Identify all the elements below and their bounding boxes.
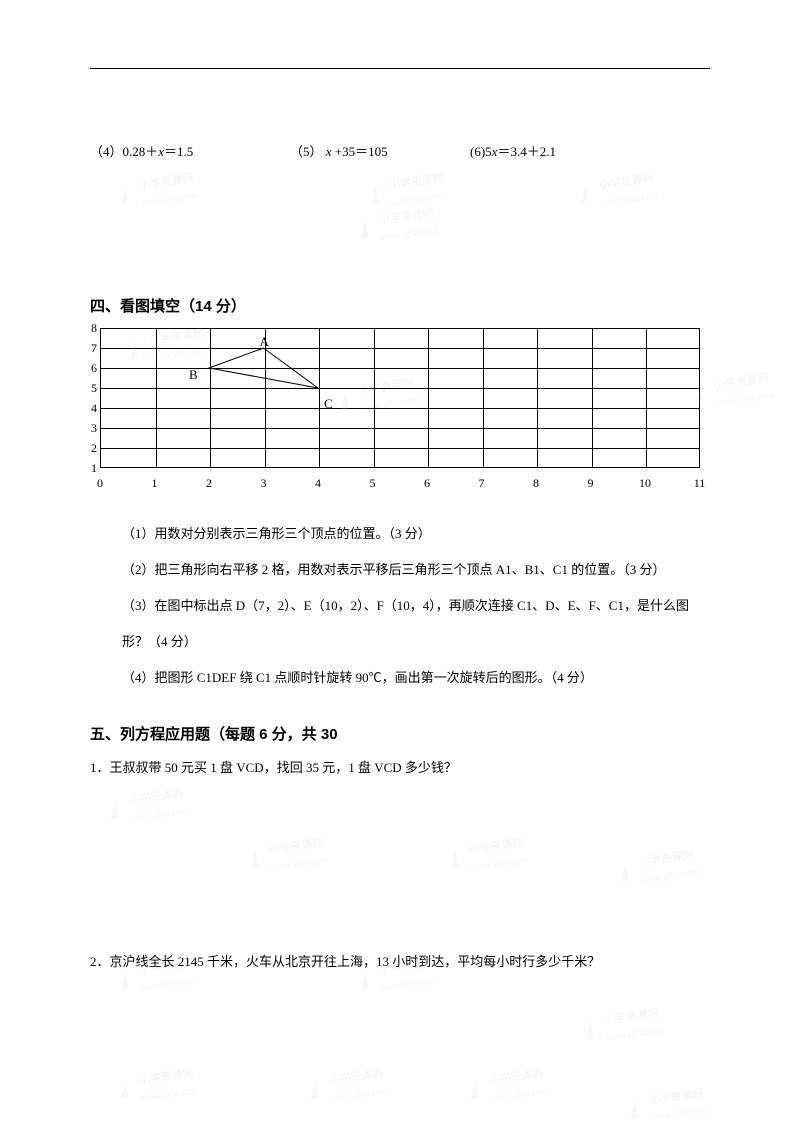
watermark: 小学资源网www.xj5u.com	[108, 169, 199, 215]
equation-4: （4）0.28＋x＝1.5	[90, 140, 290, 163]
s4-q3b: 形？（4 分）	[122, 629, 710, 655]
y-label: 7	[91, 338, 97, 358]
point-label-B: B	[189, 363, 198, 386]
watermark: 小学资源网www.xj5u.com	[358, 169, 449, 215]
section-4-title: 四、看图填空（14 分）	[90, 293, 710, 320]
point-label-C: C	[324, 392, 333, 415]
equations-row: （4）0.28＋x＝1.5 （5） x +35＝105 (6)5x＝3.4＋2.…	[90, 140, 710, 163]
x-label: 6	[417, 473, 437, 495]
x-label: 11	[690, 473, 710, 495]
s5-p2: 2．京沪线全长 2145 千米，火车从北京开往上海，13 小时到达，平均每小时行…	[90, 950, 710, 973]
watermark: 小学资源网www.xj5u.com	[238, 834, 329, 880]
page: （4）0.28＋x＝1.5 （5） x +35＝105 (6)5x＝3.4＋2.…	[0, 0, 800, 1132]
watermark: 小学资源网www.xj5u.com	[98, 784, 189, 830]
watermark: 小学资源网www.xj5u.com	[618, 1084, 709, 1130]
y-label: 2	[91, 438, 97, 458]
equation-6: (6)5x＝3.4＋2.1	[470, 140, 710, 163]
watermark: 小学资源网www.xj5u.com	[573, 1004, 664, 1050]
watermark: 小学资源网www.xj5u.com	[608, 846, 699, 892]
equation-5: （5） x +35＝105	[290, 140, 470, 163]
x-label: 1	[145, 473, 165, 495]
s5-p1: 1．王叔叔带 50 元买 1 盘 VCD，找回 35 元，1 盘 VCD 多少钱…	[90, 756, 710, 779]
s4-q1: （1）用数对分别表示三角形三个顶点的位置。（3 分）	[122, 521, 710, 547]
y-label: 3	[91, 418, 97, 438]
s4-q4: （4）把图形 C1DEF 绕 C1 点顺时针旋转 90℃，画出第一次旋转后的图形…	[122, 665, 710, 691]
x-label: 7	[472, 473, 492, 495]
x-label: 0	[90, 473, 110, 495]
watermark: 小学资源网www.xj5u.com	[458, 1064, 549, 1110]
watermark: 小学资源网www.xj5u.com	[438, 834, 529, 880]
watermark: 小学资源网www.xj5u.com	[568, 169, 659, 215]
x-label: 2	[199, 473, 219, 495]
section-4-questions: （1）用数对分别表示三角形三个顶点的位置。（3 分） （2）把三角形向右平移 2…	[90, 521, 710, 691]
watermark: 小学资源网www.xj5u.com	[108, 1064, 199, 1110]
x-label: 5	[363, 473, 383, 495]
point-label-A: A	[260, 330, 269, 353]
x-label: 4	[308, 473, 328, 495]
y-label: 5	[91, 378, 97, 398]
section-5-title: 五、列方程应用题（每题 6 分，共 30	[90, 721, 710, 748]
triangle-polygon	[209, 348, 318, 388]
y-label: 4	[91, 398, 97, 418]
x-label: 3	[254, 473, 274, 495]
grid-chart: 87654321 01234567891011 ABC	[30, 328, 730, 503]
x-label: 10	[635, 473, 655, 495]
s4-q2: （2）把三角形向右平移 2 格，用数对表示平移后三角形三个顶点 A1、B1、C1…	[122, 557, 710, 583]
y-label: 8	[91, 318, 97, 338]
watermark: 小学资源网www.xj5u.com	[298, 1064, 389, 1110]
s4-q3a: （3）在图中标出点 D（7，2）、E（10，2）、F（10，4），再顺次连接 C…	[122, 593, 710, 619]
x-label: 8	[526, 473, 546, 495]
top-rule	[90, 68, 710, 69]
y-label: 6	[91, 358, 97, 378]
x-label: 9	[581, 473, 601, 495]
watermark: 小学资源网www.xj5u.com	[348, 204, 439, 250]
triangle-shape	[100, 328, 700, 468]
